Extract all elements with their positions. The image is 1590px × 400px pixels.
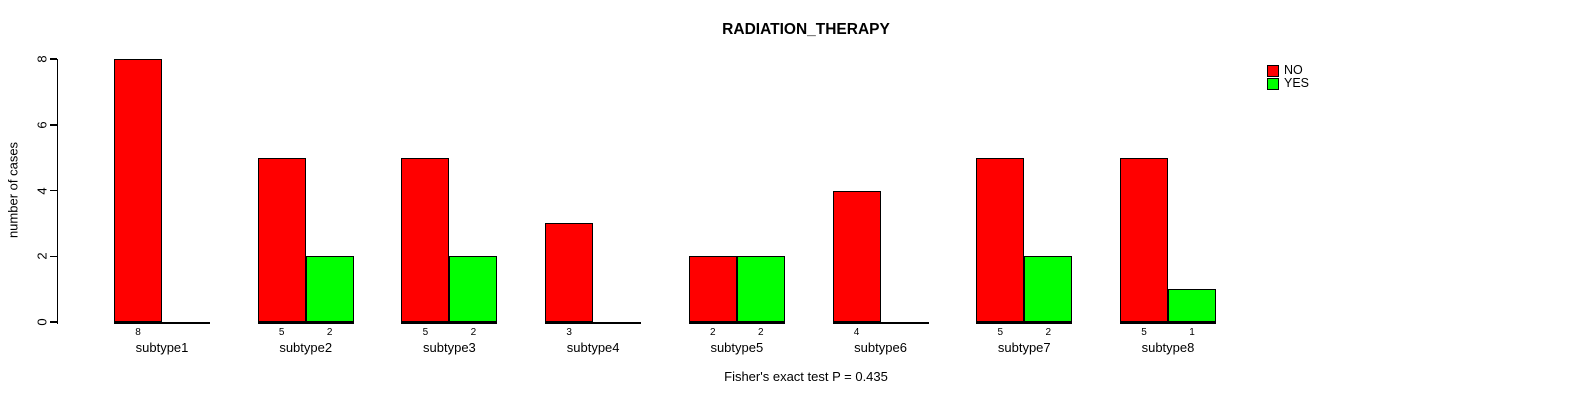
legend-swatch-yes <box>1267 77 1279 90</box>
group-baseline <box>832 322 929 324</box>
category-label: subtype8 <box>1141 340 1195 355</box>
y-tick <box>49 189 57 192</box>
bar-yes <box>1167 289 1216 322</box>
bar-value-label: 3 <box>566 327 572 338</box>
group-baseline <box>688 322 785 324</box>
bar-value-label: 4 <box>853 327 860 338</box>
category-label: subtype5 <box>710 340 764 355</box>
bar-value-label: 5 <box>997 327 1004 338</box>
bar-value-label: 2 <box>1045 327 1052 338</box>
chart-title: RADIATION_THERAPY <box>722 21 890 38</box>
bar-yes <box>305 256 354 322</box>
group-baseline <box>114 322 210 324</box>
bar-value-label: 5 <box>1141 327 1147 338</box>
y-tick <box>49 255 57 257</box>
bar-no <box>832 190 881 322</box>
bar-value-label: 2 <box>326 327 333 338</box>
legend-label-no: NO <box>1284 63 1303 77</box>
group-baseline <box>545 322 642 324</box>
fisher-test-caption: Fisher's exact test P = 0.435 <box>724 369 888 384</box>
bar-no <box>545 223 594 322</box>
y-tick <box>49 321 57 323</box>
y-axis-line <box>56 59 58 324</box>
legend-item-yes: YES <box>1267 77 1309 90</box>
y-tick-label: 0 <box>34 318 50 326</box>
category-label: subtype2 <box>279 340 333 355</box>
legend-label-yes: YES <box>1284 76 1310 90</box>
y-tick-label: 4 <box>34 186 50 195</box>
bar-no <box>688 256 737 322</box>
group-baseline <box>257 322 354 324</box>
bar-value-label: 5 <box>278 327 285 338</box>
bar-no <box>1119 157 1168 322</box>
legend: NO YES <box>1267 64 1309 90</box>
bar-no <box>257 157 306 322</box>
y-tick-label: 8 <box>34 55 50 63</box>
bar-no <box>976 157 1025 322</box>
y-tick-label: 6 <box>34 121 50 129</box>
group-baseline <box>1119 322 1216 324</box>
category-label: subtype4 <box>566 340 620 355</box>
bar-value-label: 2 <box>758 327 764 338</box>
bar-yes <box>449 256 498 322</box>
category-label: subtype6 <box>854 340 907 355</box>
category-label: subtype7 <box>997 340 1051 355</box>
legend-item-no: NO <box>1267 64 1309 77</box>
bar-no <box>114 59 162 322</box>
bar-value-label: 2 <box>710 327 716 338</box>
category-label: subtype1 <box>135 340 189 355</box>
group-baseline <box>401 322 498 324</box>
bar-value-label: 5 <box>422 327 429 338</box>
bar-value-label: 1 <box>1189 327 1195 338</box>
bar-yes <box>1024 256 1073 322</box>
bar-yes <box>736 256 785 322</box>
group-baseline <box>976 322 1073 324</box>
y-tick <box>49 58 57 60</box>
y-tick-label: 2 <box>34 252 50 260</box>
bar-no <box>401 157 450 322</box>
y-tick <box>49 124 57 126</box>
category-label: subtype3 <box>423 340 476 355</box>
bar-value-label: 2 <box>470 327 477 338</box>
legend-swatch-no <box>1267 64 1279 77</box>
bar-value-label: 8 <box>135 327 141 338</box>
